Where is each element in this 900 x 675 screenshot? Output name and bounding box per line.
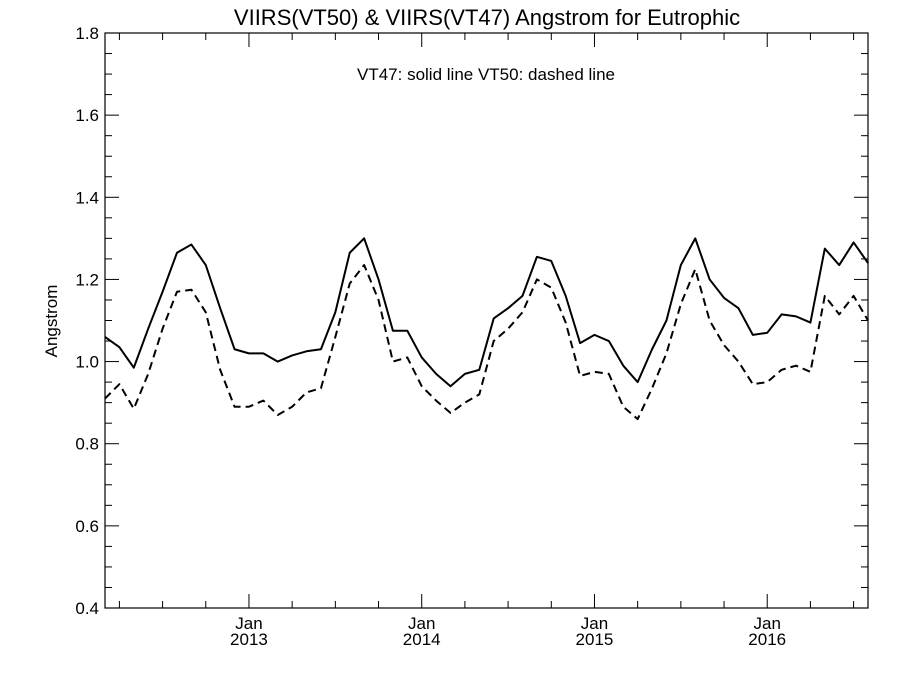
x-tick-year-label: 2014: [403, 630, 441, 649]
plot-frame: [104, 32, 869, 609]
chart-title: VIIRS(VT50) & VIIRS(VT47) Angstrom for E…: [234, 5, 740, 30]
y-tick-label: 1.0: [75, 353, 99, 372]
x-tick-year-label: 2015: [576, 630, 614, 649]
x-tick-year-label: 2016: [748, 630, 786, 649]
y-tick-label: 0.6: [75, 517, 99, 536]
axes-layer: 0.40.60.81.01.21.41.61.8Jan2013Jan2014Ja…: [75, 24, 868, 649]
y-tick-label: 0.8: [75, 435, 99, 454]
series-layer: [104, 237, 869, 421]
y-tick-label: 1.2: [75, 270, 99, 289]
x-tick-month-label: Jan: [754, 614, 781, 633]
series-line-vt50: [104, 264, 869, 421]
x-tick-month-label: Jan: [235, 614, 262, 633]
legend-annotation: VT47: solid line VT50: dashed line: [357, 65, 615, 84]
y-axis-label: Angstrom: [42, 285, 61, 358]
series-line-vt47: [104, 237, 869, 388]
x-tick-month-label: Jan: [581, 614, 608, 633]
y-tick-label: 0.4: [75, 599, 99, 618]
y-tick-label: 1.8: [75, 24, 99, 43]
y-tick-label: 1.4: [75, 188, 99, 207]
x-tick-year-label: 2013: [230, 630, 268, 649]
x-tick-month-label: Jan: [408, 614, 435, 633]
y-tick-label: 1.6: [75, 106, 99, 125]
